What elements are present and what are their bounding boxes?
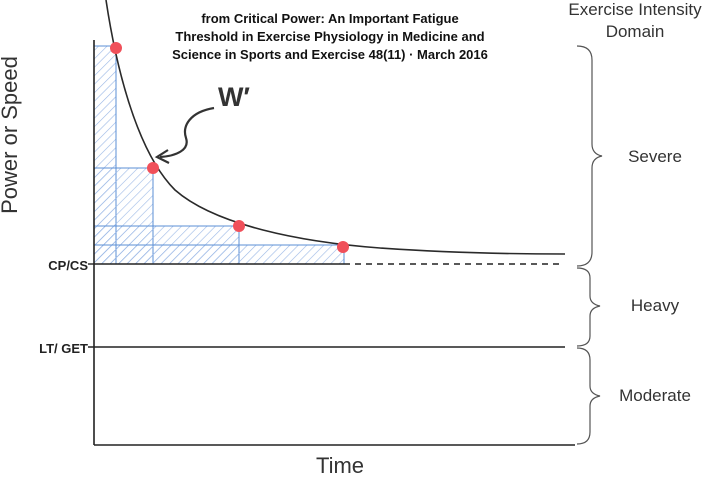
y-axis-label-text: Power or Speed <box>0 56 22 214</box>
wprime-arrow <box>159 106 215 159</box>
curve-point-2 <box>147 162 159 174</box>
curve-point-4 <box>337 241 349 253</box>
wprime-arrowhead <box>154 149 170 164</box>
cp-cs-label: CP/CS <box>48 258 88 273</box>
brace-heavy <box>576 267 601 347</box>
title-line-2: Threshold in Exercise Physiology in Medi… <box>175 29 485 44</box>
domain-header-line-2: Domain <box>605 22 665 41</box>
curve-point-3 <box>233 220 245 232</box>
title-line-3: Science in Sports and Exercise 48(11) · … <box>172 47 488 62</box>
wprime-label: W′ <box>218 82 250 112</box>
brace-severe <box>576 45 603 267</box>
brace-moderate <box>576 347 601 445</box>
domain-heavy-label: Heavy <box>630 296 680 315</box>
power-duration-curve <box>105 0 566 255</box>
lt-get-label: LT/ GET <box>39 341 88 356</box>
domain-moderate-label: Moderate <box>619 386 691 405</box>
domain-severe-label: Severe <box>628 147 682 166</box>
title-line-1: from Critical Power: An Important Fatigu… <box>201 11 459 26</box>
x-axis-label: Time <box>315 453 365 478</box>
curve-point-1 <box>110 42 122 54</box>
wprime-rect-4 <box>93 244 345 265</box>
domain-header-line-1: Exercise Intensity <box>568 0 702 19</box>
